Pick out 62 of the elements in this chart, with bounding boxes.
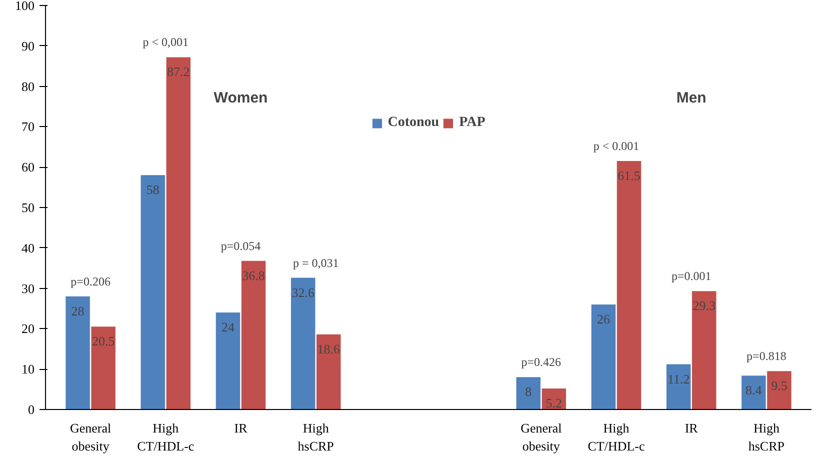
legend-label: Cotonou (388, 115, 440, 131)
y-tick-label: 90 (22, 38, 34, 54)
data-label: 87.2 (167, 64, 190, 80)
data-label: 8 (525, 384, 532, 400)
bar (216, 312, 240, 410)
data-label: 18.6 (317, 341, 340, 356)
bar (742, 376, 766, 410)
y-tick-label: 60 (22, 160, 34, 175)
annotation: p=0.426 (521, 355, 562, 370)
y-tick-label: 50 (22, 200, 34, 215)
annotation: p=0.818 (746, 349, 786, 364)
annotation: p=0.054 (220, 238, 261, 253)
x-tick-label: High CT/HDL-c (588, 420, 645, 454)
x-tick-label: IR (234, 420, 248, 436)
data-label: 26 (596, 311, 610, 326)
y-tick-label: 10 (22, 362, 34, 377)
x-tick-label: High CT/HDL-c (137, 420, 194, 454)
y-tick-label: 0 (28, 402, 34, 417)
data-label: 5.2 (546, 395, 562, 410)
x-tick-label: High hsCRP (298, 420, 334, 454)
bar (66, 296, 90, 410)
y-tick-label: 100 (15, 0, 34, 13)
bar (166, 57, 191, 410)
data-label: 24 (221, 320, 235, 335)
x-tick-label: IR (684, 420, 698, 436)
y-tick-label: 80 (22, 78, 34, 94)
data-label: 36.8 (242, 268, 265, 283)
bar (91, 326, 116, 410)
data-label: 61.5 (618, 168, 640, 184)
y-tick-label: 70 (22, 119, 34, 134)
data-label: 11.2 (667, 371, 690, 386)
bar (692, 291, 716, 410)
data-label: 29.3 (692, 298, 716, 314)
x-tick-label: General obesity (520, 420, 562, 454)
bar (316, 334, 341, 410)
bar (516, 377, 541, 410)
legend-label: PAP (459, 115, 486, 131)
data-label: 9.5 (771, 378, 788, 394)
data-label: 32.6 (292, 284, 315, 300)
bar (591, 304, 616, 410)
x-tick-label: High hsCRP (748, 420, 785, 454)
bar (767, 371, 792, 410)
annotation: p=0.001 (671, 269, 712, 284)
y-tick-label: 20 (22, 321, 34, 336)
data-label: 20.5 (92, 334, 115, 349)
y-tick-label: 30 (22, 280, 34, 296)
bar (241, 260, 266, 410)
bar (666, 364, 691, 410)
annotation: p=0.206 (70, 274, 110, 288)
annotation: p < 0.001 (593, 139, 640, 154)
annotation: Women (214, 90, 268, 106)
data-label: 28 (71, 303, 84, 318)
data-label: 58 (146, 182, 160, 198)
y-tick-label: 40 (22, 240, 34, 256)
annotation: Men (676, 90, 706, 106)
annotation: p = 0,031 (292, 256, 339, 270)
x-tick-label: General obesity (70, 420, 112, 454)
bar (616, 161, 642, 410)
annotation: p < 0,001 (142, 35, 189, 50)
bar (140, 175, 166, 410)
data-label: 8.4 (746, 382, 762, 398)
bar (290, 278, 316, 410)
